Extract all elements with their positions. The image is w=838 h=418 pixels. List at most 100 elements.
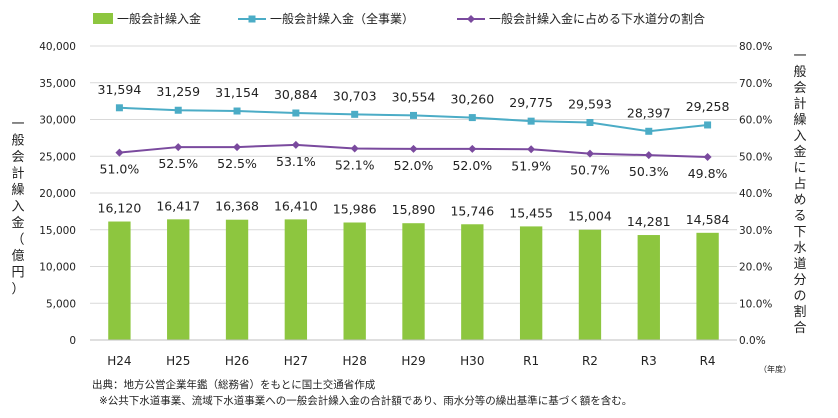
bar <box>284 219 308 340</box>
bar-data-label: 16,417 <box>156 198 200 213</box>
line-data-label: 31,154 <box>215 85 259 100</box>
bar-data-label: 15,004 <box>568 209 612 224</box>
legend: 一般会計繰入金 一般会計繰入金（全事業） 一般会計繰入金に占める下水道分の割合 <box>93 11 705 26</box>
line-series <box>115 104 712 161</box>
bar <box>696 232 719 340</box>
line-point <box>174 143 183 152</box>
y-left-tick-label: 40,000 <box>39 41 76 53</box>
line-data-label: 30,554 <box>392 89 436 104</box>
x-tick-label: H27 <box>284 354 308 368</box>
y-left-tick-label: 25,000 <box>39 151 76 163</box>
x-tick-label: H24 <box>107 354 131 368</box>
line-point <box>527 117 535 125</box>
y-left-tick-label: 20,000 <box>39 188 76 200</box>
line-point <box>233 107 241 115</box>
line-data-label: 29,775 <box>509 95 553 110</box>
y-left-tick-label: 5,000 <box>46 298 76 310</box>
data-labels: 16,120 16,417 16,368 16,410 15,986 15,890 15,7… <box>98 82 730 229</box>
bar-data-label: 15,986 <box>333 202 377 217</box>
bar-data-label: 16,368 <box>215 199 259 214</box>
line-data-label: 49.8% <box>688 166 728 181</box>
bar <box>225 219 249 340</box>
bar <box>637 235 660 340</box>
line-point <box>645 127 653 135</box>
line-data-label: 50.7% <box>570 163 610 178</box>
grid <box>90 45 737 341</box>
y-right-tick-label: 30.0% <box>739 225 772 237</box>
line-point <box>585 149 594 158</box>
x-tick-label: R4 <box>700 354 716 368</box>
line-point <box>586 118 594 126</box>
bar-series <box>108 219 719 340</box>
remark-note: ※公共下水道事業、流域下水道事業への一般会計繰入金の合計額であり、雨水分等の繰出… <box>99 394 632 407</box>
line-data-label: 29,258 <box>686 99 730 114</box>
bar-data-label: 15,455 <box>509 205 553 220</box>
legend-marker <box>248 15 256 23</box>
line-point <box>115 104 123 112</box>
line-point <box>115 148 124 157</box>
line-point <box>174 106 182 114</box>
bar <box>461 224 484 340</box>
y-right-tick-label: 60.0% <box>739 115 772 127</box>
x-tick-label: R3 <box>641 354 657 368</box>
x-tick-label: H25 <box>166 354 190 368</box>
legend-marker <box>467 15 475 23</box>
y-left-tick-label: 0 <box>69 335 76 347</box>
line-data-label: 51.0% <box>100 162 140 177</box>
line-point <box>410 111 417 119</box>
line-data-label: 30,884 <box>274 87 318 102</box>
y-left-tick-label: 15,000 <box>39 225 76 237</box>
x-tick-label: H28 <box>343 354 367 368</box>
line-point <box>468 144 477 153</box>
line-data-label: 30,703 <box>333 88 377 103</box>
bar-data-label: 15,746 <box>450 203 494 218</box>
line-point <box>704 121 712 129</box>
bar <box>402 223 425 340</box>
line-point <box>351 110 359 118</box>
bar-data-label: 16,410 <box>274 198 318 213</box>
axes: 0 5,000 10,000 15,000 20,000 25,000 30,000 35,0… <box>39 41 791 374</box>
footnotes: 出典：地方公営企業年鑑（総務省）をもとに国土交通省作成 ※公共下水道事業、流域下… <box>92 378 632 407</box>
y-left-tick-label: 30,000 <box>39 115 76 127</box>
line-data-label: 50.3% <box>629 164 669 179</box>
x-tick-label: H30 <box>460 354 484 368</box>
bar-data-label: 14,281 <box>627 214 671 229</box>
y-right-tick-label: 20.0% <box>739 262 772 274</box>
y-right-tick-label: 50.0% <box>739 151 772 163</box>
line-point <box>291 140 300 149</box>
line-data-label: 52.5% <box>158 156 198 171</box>
x-tick-label: R2 <box>582 354 598 368</box>
y-right-tick-label: 0.0% <box>739 335 766 347</box>
y-right-axis-title: 一般会計繰入金に占める下水道分の割合 <box>793 49 806 336</box>
bar <box>343 222 366 340</box>
line-point <box>292 109 300 117</box>
bar-data-label: 14,584 <box>686 212 730 227</box>
line-data-label: 51.9% <box>511 158 551 173</box>
y-right-tick-label: 80.0% <box>739 41 772 53</box>
legend-label: 一般会計繰入金に占める下水道分の割合 <box>489 11 705 26</box>
line-data-label: 53.1% <box>276 154 316 169</box>
x-unit-label: （年度） <box>759 364 791 374</box>
bar <box>108 221 131 340</box>
line-point <box>350 144 359 153</box>
line-point <box>233 143 242 152</box>
y-left-tick-label: 35,000 <box>39 78 76 90</box>
y-right-tick-label: 10.0% <box>739 298 772 310</box>
legend-label: 一般会計繰入金（全事業） <box>270 11 414 26</box>
bar-data-label: 15,890 <box>392 202 436 217</box>
x-tick-label: H26 <box>225 354 249 368</box>
source-note: 出典：地方公営企業年鑑（総務省）をもとに国土交通省作成 <box>92 378 376 391</box>
line-data-label: 52.0% <box>394 158 434 173</box>
y-right-tick-label: 70.0% <box>739 78 772 90</box>
line-point <box>703 152 712 161</box>
line-data-label: 31,594 <box>98 82 142 97</box>
bar-data-label: 16,120 <box>98 201 142 216</box>
line-data-label: 52.1% <box>335 158 375 173</box>
line-data-label: 52.5% <box>217 156 257 171</box>
line-data-label: 52.0% <box>452 158 492 173</box>
bar <box>519 226 543 340</box>
line-data-label: 31,259 <box>156 84 200 99</box>
line-data-label: 28,397 <box>627 105 671 120</box>
legend-label: 一般会計繰入金 <box>117 11 201 26</box>
